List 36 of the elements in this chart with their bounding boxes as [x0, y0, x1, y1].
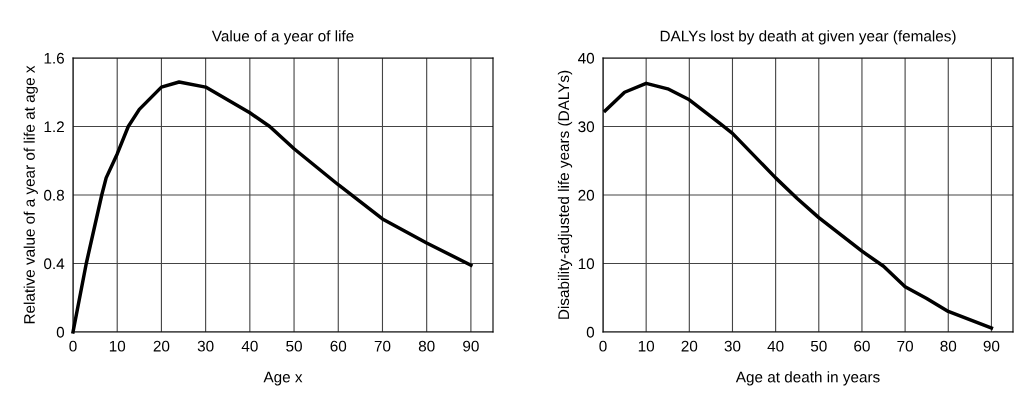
- y-tick-label: 0.8: [44, 189, 64, 201]
- chart-title: DALYs lost by death at given year (females): [660, 30, 956, 45]
- x-tick-label: 10: [638, 340, 655, 352]
- x-tick-label: 60: [854, 340, 870, 352]
- x-tick-label: 20: [681, 340, 698, 352]
- y-tick-label: 30: [578, 121, 595, 133]
- x-tick-label: 30: [724, 340, 741, 352]
- x-tick-label: 20: [153, 340, 170, 352]
- x-tick-label: 0: [69, 340, 77, 352]
- x-tick-label: 70: [897, 340, 914, 352]
- x-tick-label: 90: [983, 340, 1000, 352]
- y-tick-label: 0.4: [44, 258, 65, 270]
- x-axis-title: Age at death in years: [735, 371, 880, 386]
- y-tick-label: 40: [578, 52, 595, 64]
- x-tick-label: 40: [241, 340, 258, 352]
- x-axis-title: Age x: [263, 371, 303, 386]
- x-tick-label: 10: [109, 340, 126, 352]
- x-tick-label: 80: [418, 340, 435, 352]
- x-tick-label: 90: [463, 340, 479, 352]
- y-axis-title: Disability-adjusted life years (DALYs): [557, 70, 573, 319]
- x-tick-label: 30: [197, 340, 214, 352]
- y-tick-label: 0: [56, 326, 65, 338]
- x-tick-label: 0: [599, 340, 607, 352]
- y-tick-label: 20: [578, 189, 595, 201]
- x-tick-label: 60: [330, 340, 347, 352]
- y-tick-label: 10: [578, 258, 595, 270]
- x-tick-label: 70: [374, 340, 391, 352]
- y-tick-label: 1.2: [44, 121, 64, 133]
- chart-title: Value of a year of life: [211, 30, 354, 45]
- x-tick-label: 40: [767, 340, 784, 352]
- y-tick-label: 0: [586, 326, 595, 338]
- x-tick-label: 50: [286, 340, 302, 352]
- x-tick-label: 80: [940, 340, 957, 352]
- y-axis-title: Relative value of a year of life at age x: [23, 65, 38, 324]
- x-tick-label: 50: [810, 340, 827, 352]
- y-tick-label: 1.6: [44, 52, 64, 64]
